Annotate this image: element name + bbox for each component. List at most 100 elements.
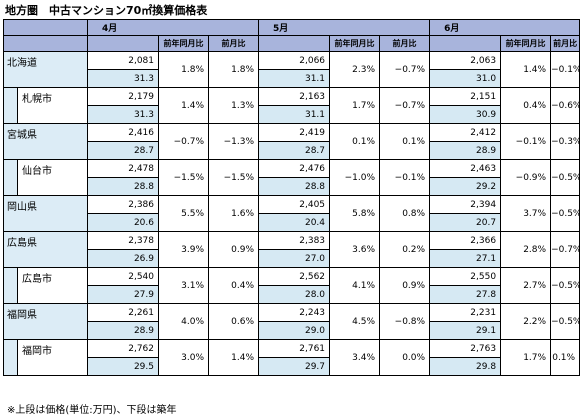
table-row-price: 仙台市 2,478 −1.5% −1.5% 2,476 −1.0% −0.1% 2,463 −0… bbox=[3, 159, 581, 196]
yoy-value: 3.9% bbox=[158, 231, 209, 268]
mom-value: −0.7% bbox=[379, 87, 431, 124]
age-value: 27.8 bbox=[429, 285, 502, 304]
price-value: 2,151 bbox=[429, 87, 502, 106]
table-row-age: 31.3 31.1 31.0 bbox=[4, 69, 580, 88]
mom-value: 1.6% bbox=[207, 195, 260, 232]
table-row-age: 27.9 28.0 27.8 bbox=[4, 285, 580, 304]
table-row-age: 28.7 28.7 28.9 bbox=[4, 141, 580, 160]
price-header bbox=[429, 35, 502, 52]
yoy-value: 4.0% bbox=[158, 303, 209, 340]
price-value: 2,378 bbox=[87, 231, 159, 250]
mom-value: −1.5% bbox=[207, 159, 260, 196]
table-row-price: 広島市 2,540 3.1% 0.4% 2,562 4.1% 0.9% 2,550 2.7% −0… bbox=[3, 267, 581, 304]
price-header bbox=[258, 35, 331, 52]
mom-value: 1.3% bbox=[207, 87, 260, 124]
month-header: 5月 bbox=[258, 19, 431, 36]
mom-value: −0.8% bbox=[379, 303, 431, 340]
price-value: 2,366 bbox=[429, 231, 502, 250]
yoy-header: 前年同月比 bbox=[329, 35, 381, 52]
region-name: 北海道 bbox=[3, 51, 88, 88]
yoy-value: 5.8% bbox=[329, 195, 381, 232]
age-value: 30.9 bbox=[429, 105, 502, 124]
mom-value: 0.9% bbox=[379, 267, 431, 304]
age-value: 20.7 bbox=[429, 213, 502, 232]
age-value: 31.3 bbox=[87, 69, 159, 88]
mom-value: 0.2% bbox=[379, 231, 431, 268]
yoy-value: 1.8% bbox=[158, 51, 209, 88]
table-row-age: 20.6 20.4 20.7 bbox=[4, 213, 580, 232]
table-row-age: 28.9 29.0 29.1 bbox=[4, 321, 580, 340]
yoy-value: 3.7% bbox=[500, 195, 552, 232]
column-header-row: 前年同月比 前月比 前年同月比 前月比 前年同月比 前月比 bbox=[3, 35, 581, 52]
age-value: 31.1 bbox=[258, 105, 331, 124]
indent-cell bbox=[3, 159, 18, 196]
mom-value: 0.6% bbox=[207, 303, 260, 340]
price-value: 2,476 bbox=[258, 159, 331, 178]
table-row-price: 札幌市 2,179 1.4% 1.3% 2,163 1.7% −0.7% 2,151 0.4% −… bbox=[3, 87, 581, 124]
age-value: 20.4 bbox=[258, 213, 331, 232]
age-value: 27.9 bbox=[87, 285, 159, 304]
city-name: 広島市 bbox=[17, 267, 88, 304]
mom-value: −0.5% bbox=[550, 159, 581, 196]
table-row-age: 28.8 28.8 29.2 bbox=[4, 177, 580, 196]
city-name: 福岡市 bbox=[17, 339, 88, 376]
price-value: 2,761 bbox=[258, 339, 331, 358]
price-value: 2,412 bbox=[429, 123, 502, 142]
yoy-value: −0.9% bbox=[500, 159, 552, 196]
region-name: 岡山県 bbox=[3, 195, 88, 232]
age-value: 27.0 bbox=[258, 249, 331, 268]
age-value: 28.8 bbox=[87, 177, 159, 196]
mom-value: 0.9% bbox=[207, 231, 260, 268]
yoy-value: 1.4% bbox=[158, 87, 209, 124]
mom-header: 前月比 bbox=[550, 35, 581, 52]
table-row-price: 福岡県 2,261 4.0% 0.6% 2,243 4.5% −0.8% 2,231 2.2% −… bbox=[3, 303, 581, 340]
mom-value: 0.1% bbox=[550, 339, 581, 376]
indent-cell bbox=[3, 87, 18, 124]
mom-value: 0.4% bbox=[207, 267, 260, 304]
mom-header: 前月比 bbox=[379, 35, 431, 52]
price-header bbox=[87, 35, 159, 52]
age-value: 26.9 bbox=[87, 249, 159, 268]
table-row-age: 31.3 31.1 30.9 bbox=[4, 105, 580, 124]
price-value: 2,762 bbox=[87, 339, 159, 358]
age-value: 28.9 bbox=[429, 141, 502, 160]
yoy-value: 0.4% bbox=[500, 87, 552, 124]
price-value: 2,063 bbox=[429, 51, 502, 70]
yoy-value: −1.0% bbox=[329, 159, 381, 196]
mom-value: −0.1% bbox=[550, 51, 581, 88]
price-value: 2,478 bbox=[87, 159, 159, 178]
price-value: 2,550 bbox=[429, 267, 502, 286]
age-value: 28.7 bbox=[258, 141, 331, 160]
table-row-age: 26.9 27.0 27.1 bbox=[4, 249, 580, 268]
price-value: 2,261 bbox=[87, 303, 159, 322]
yoy-value: −0.7% bbox=[158, 123, 209, 160]
mom-value: −0.5% bbox=[550, 195, 581, 232]
age-value: 27.1 bbox=[429, 249, 502, 268]
price-value: 2,231 bbox=[429, 303, 502, 322]
mom-value: −0.7% bbox=[550, 231, 581, 268]
price-value: 2,416 bbox=[87, 123, 159, 142]
city-name: 仙台市 bbox=[17, 159, 88, 196]
yoy-value: 2.8% bbox=[500, 231, 552, 268]
yoy-value: −1.5% bbox=[158, 159, 209, 196]
age-value: 29.7 bbox=[258, 357, 331, 376]
age-value: 31.0 bbox=[429, 69, 502, 88]
price-value: 2,386 bbox=[87, 195, 159, 214]
age-value: 28.7 bbox=[87, 141, 159, 160]
table-row-price: 岡山県 2,386 5.5% 1.6% 2,405 5.8% 0.8% 2,394 3.7% −0… bbox=[3, 195, 581, 232]
price-value: 2,540 bbox=[87, 267, 159, 286]
mom-value: −0.7% bbox=[379, 51, 431, 88]
yoy-value: 2.3% bbox=[329, 51, 381, 88]
table-body: 北海道 2,081 1.8% 1.8% 2,066 2.3% −0.7% 2,063 1.4% −… bbox=[3, 51, 581, 376]
table-row-age: 29.5 29.7 29.8 bbox=[4, 357, 580, 376]
table-row-price: 宮城県 2,416 −0.7% −1.3% 2,419 0.1% 0.1% 2,412 −0.1… bbox=[3, 123, 581, 160]
mom-value: −0.5% bbox=[550, 267, 581, 304]
age-value: 29.0 bbox=[258, 321, 331, 340]
indent-cell bbox=[3, 267, 18, 304]
age-value: 28.9 bbox=[87, 321, 159, 340]
price-value: 2,562 bbox=[258, 267, 331, 286]
table-row-price: 福岡市 2,762 3.0% 1.4% 2,761 3.4% 0.0% 2,763 1.7% 0.… bbox=[3, 339, 581, 376]
mom-value: −1.3% bbox=[207, 123, 260, 160]
corner-cell bbox=[3, 19, 88, 36]
mom-header: 前月比 bbox=[207, 35, 260, 52]
